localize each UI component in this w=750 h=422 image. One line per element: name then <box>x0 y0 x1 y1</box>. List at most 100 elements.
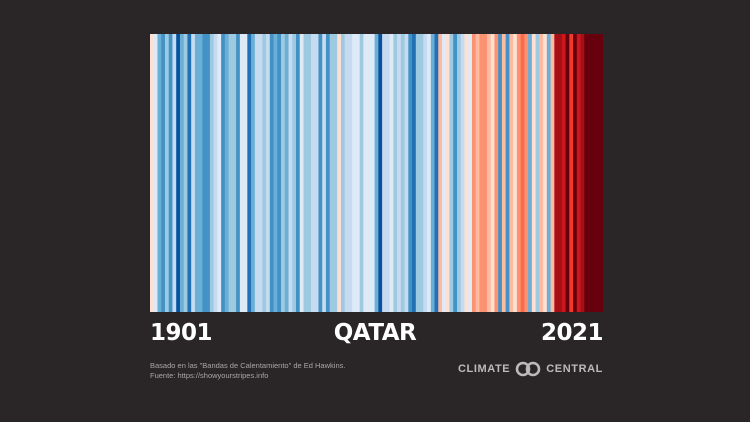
stripe-1972 <box>415 34 420 312</box>
stripe-1963 <box>382 34 387 312</box>
stripe-1973 <box>419 34 424 312</box>
warming-stripes-chart <box>150 34 603 312</box>
stripe-2019 <box>591 34 596 312</box>
stripe-1950 <box>333 34 338 312</box>
stripe-1944 <box>310 34 316 312</box>
stripe-1910 <box>183 34 188 312</box>
stripe-1928 <box>251 34 256 312</box>
stripe-2015 <box>576 34 581 312</box>
stripe-1967 <box>397 34 402 312</box>
stripe-1907 <box>172 34 177 312</box>
stripe-1916 <box>206 34 211 312</box>
stripe-2001 <box>524 34 529 312</box>
stripe-1962 <box>378 34 383 312</box>
stripe-1921 <box>224 34 230 312</box>
stripe-2004 <box>535 34 540 312</box>
stripe-1906 <box>168 34 173 312</box>
stripe-2013 <box>569 34 574 312</box>
stripe-1930 <box>258 34 263 312</box>
stripe-1988 <box>475 34 480 312</box>
stripe-1938 <box>288 34 293 312</box>
stripe-1955 <box>352 34 357 312</box>
stripe-1954 <box>348 34 353 312</box>
stripe-1913 <box>194 34 200 312</box>
stripe-1945 <box>314 34 319 312</box>
stripe-1934 <box>273 34 278 312</box>
stripe-1923 <box>232 34 237 312</box>
stripe-1901 <box>150 34 155 312</box>
country-label: QATAR <box>333 320 417 346</box>
stripe-1904 <box>161 34 166 312</box>
stripe-1919 <box>217 34 222 312</box>
stripe-2005 <box>539 34 544 312</box>
stripe-1936 <box>281 34 286 312</box>
stripe-1983 <box>456 34 462 312</box>
stripe-1926 <box>243 34 248 312</box>
stripe-1982 <box>453 34 458 312</box>
stripe-1941 <box>299 34 304 312</box>
stripe-1966 <box>393 34 398 312</box>
stripe-1991 <box>486 34 492 312</box>
stripe-1902 <box>153 34 158 312</box>
stripe-1974 <box>423 34 428 312</box>
stripe-1909 <box>179 34 185 312</box>
interlocking-rings-icon <box>515 361 541 377</box>
stripe-1986 <box>468 34 473 312</box>
stripe-1959 <box>367 34 372 312</box>
stripe-1914 <box>198 34 203 312</box>
end-year-label: 2021 <box>540 320 604 346</box>
stripe-1905 <box>164 34 170 312</box>
stripe-1903 <box>157 34 162 312</box>
stripe-1990 <box>483 34 488 312</box>
stripe-1960 <box>370 34 376 312</box>
logo-word-climate: CLIMATE <box>457 363 511 375</box>
stripe-2020 <box>595 34 600 312</box>
stripe-1994 <box>498 34 503 312</box>
stripe-1981 <box>449 34 454 312</box>
stripe-1964 <box>385 34 391 312</box>
stripe-1939 <box>292 34 297 312</box>
stripe-1943 <box>307 34 312 312</box>
stripe-1993 <box>494 34 499 312</box>
stripe-1927 <box>247 34 252 312</box>
stripe-1924 <box>236 34 241 312</box>
stripe-1998 <box>513 34 518 312</box>
stripe-1971 <box>412 34 417 312</box>
stripe-2012 <box>565 34 570 312</box>
stripe-1952 <box>340 34 346 312</box>
stripe-1997 <box>509 34 514 312</box>
stripe-1942 <box>303 34 308 312</box>
stripe-1995 <box>501 34 507 312</box>
source-credit: Basado en las "Bandas de Calentamiento" … <box>150 361 345 381</box>
credit-line-attribution: Basado en las "Bandas de Calentamiento" … <box>150 361 346 370</box>
stripe-1918 <box>213 34 218 312</box>
stripe-1917 <box>209 34 215 312</box>
stripe-1978 <box>438 34 443 312</box>
stripe-2017 <box>584 34 589 312</box>
stripe-1970 <box>408 34 413 312</box>
logo-word-central: CENTRAL <box>546 363 603 375</box>
stripe-1911 <box>187 34 192 312</box>
stripe-1965 <box>389 34 394 312</box>
stripe-1953 <box>344 34 349 312</box>
stripe-1932 <box>266 34 271 312</box>
stripe-1946 <box>318 34 323 312</box>
stripe-1922 <box>228 34 233 312</box>
stripe-1968 <box>400 34 405 312</box>
stripe-1957 <box>359 34 364 312</box>
stripe-2014 <box>573 34 578 312</box>
stripe-1992 <box>490 34 495 312</box>
stripe-2003 <box>531 34 537 312</box>
stripe-1908 <box>176 34 181 312</box>
stripe-1969 <box>404 34 409 312</box>
stripe-1980 <box>445 34 450 312</box>
stripe-1948 <box>325 34 331 312</box>
start-year-label: 1901 <box>150 320 213 346</box>
stripe-1915 <box>202 34 207 312</box>
stripe-1920 <box>221 34 226 312</box>
stripe-1935 <box>277 34 282 312</box>
stripe-1961 <box>374 34 379 312</box>
stripe-2010 <box>558 34 563 312</box>
stripe-2008 <box>550 34 555 312</box>
stripe-1975 <box>427 34 432 312</box>
